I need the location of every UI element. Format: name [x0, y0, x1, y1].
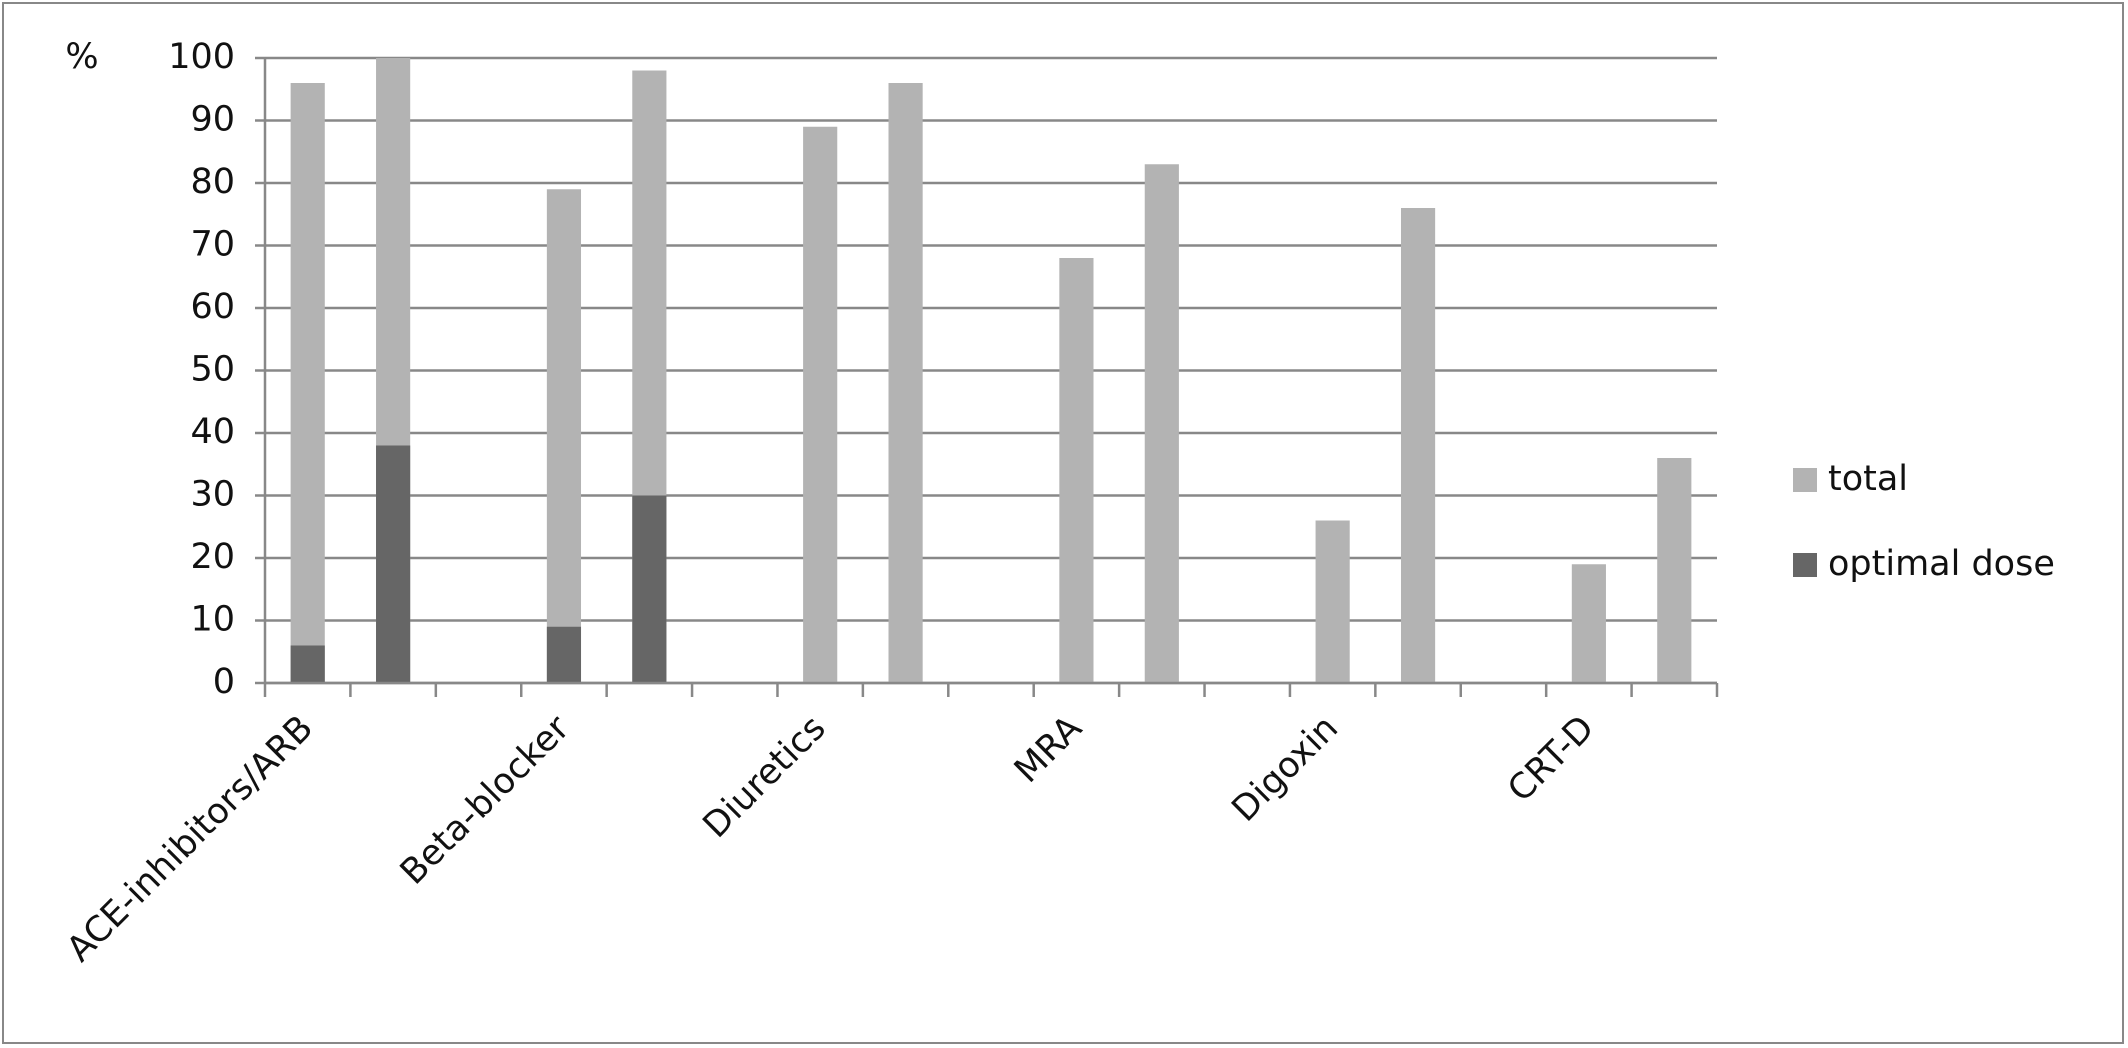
- y-tick-label: 90: [190, 100, 235, 140]
- bar: [1657, 458, 1692, 683]
- legend-swatch: [1793, 553, 1817, 577]
- bar: [632, 495, 667, 683]
- y-tick-label: 40: [190, 412, 235, 452]
- y-tick-label: 30: [190, 475, 235, 515]
- legend-swatch: [1793, 468, 1817, 492]
- y-tick-label: 50: [190, 350, 235, 390]
- y-tick-label: 20: [190, 537, 235, 577]
- y-tick-label: 0: [213, 662, 235, 702]
- legend-label: total: [1828, 459, 1908, 499]
- bar: [1315, 520, 1350, 683]
- y-axis-label: %: [65, 37, 98, 77]
- bar: [1059, 258, 1094, 683]
- bar: [376, 445, 411, 683]
- y-tick-label: 10: [190, 600, 235, 640]
- bar: [290, 645, 325, 683]
- legend-label: optimal dose: [1828, 544, 2055, 584]
- bar: [290, 83, 325, 683]
- bar: [1400, 208, 1436, 683]
- bar: [803, 126, 838, 683]
- bar: [1571, 564, 1606, 683]
- y-tick-label: 70: [190, 225, 235, 265]
- bar: [546, 626, 582, 683]
- bar: [888, 83, 923, 683]
- y-tick-label: 100: [168, 37, 235, 77]
- y-tick-label: 80: [190, 162, 235, 202]
- bar: [1144, 164, 1179, 683]
- y-tick-label: 60: [190, 287, 235, 327]
- bar: [546, 189, 582, 683]
